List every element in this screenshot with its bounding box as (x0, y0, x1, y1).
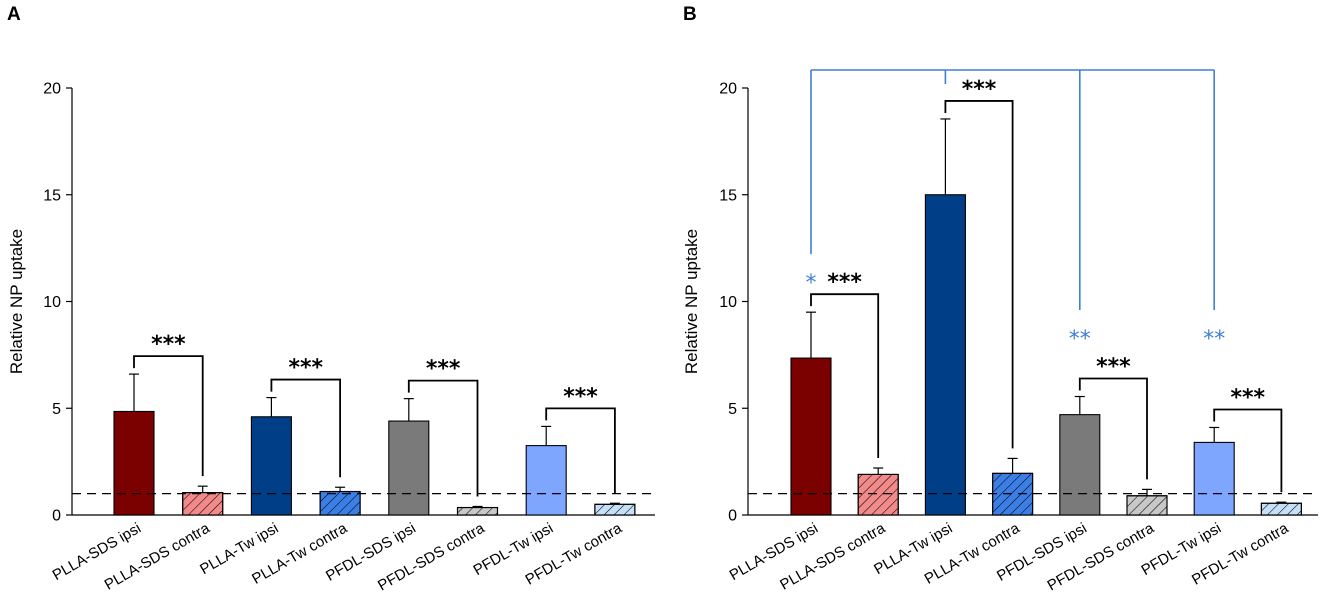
bar-hatch (1126, 495, 1168, 516)
significance-bracket (270, 378, 341, 478)
comparison-stars: * (806, 271, 817, 296)
significance-bracket (407, 379, 479, 497)
bar (1059, 414, 1101, 516)
y-tick-label: 15 (719, 187, 737, 204)
bar-hatch (319, 490, 361, 516)
significance-stars: *** (288, 356, 323, 381)
bar (1193, 441, 1235, 516)
significance-stars: *** (1231, 385, 1266, 410)
y-tick-label: 0 (728, 508, 737, 525)
bar (250, 416, 292, 516)
panel-letter: A (7, 4, 21, 25)
y-tick-label: 10 (43, 294, 61, 311)
significance-stars: *** (1096, 355, 1131, 380)
significance-stars: *** (426, 357, 461, 382)
significance-stars: *** (827, 270, 862, 295)
bar-hatch (857, 473, 899, 516)
bar-hatch (456, 506, 499, 516)
bar (790, 357, 832, 516)
significance-bracket (944, 100, 1014, 449)
y-tick-label: 0 (52, 508, 61, 525)
panel-letter: B (683, 4, 697, 25)
significance-stars: *** (563, 384, 598, 409)
bar (525, 445, 567, 516)
y-tick-label: 20 (719, 81, 737, 98)
comparison-stars: ** (1203, 327, 1225, 352)
significance-stars: *** (962, 77, 997, 102)
bar (113, 410, 155, 516)
significance-stars: *** (151, 332, 186, 357)
significance-bracket (1213, 408, 1283, 493)
significance-bracket (545, 407, 616, 494)
comparison-stars: ** (1069, 327, 1091, 352)
bar-hatch (182, 492, 224, 516)
y-tick-label: 10 (719, 294, 737, 311)
significance-bracket (1078, 377, 1148, 480)
y-tick-label: 15 (43, 187, 61, 204)
significance-bracket (810, 293, 880, 459)
y-axis-title: Relative NP uptake (682, 229, 701, 374)
y-tick-label: 20 (43, 81, 61, 98)
significance-bracket (133, 355, 204, 477)
bar (388, 420, 430, 516)
y-tick-label: 5 (728, 401, 737, 418)
bar-hatch (1260, 502, 1302, 516)
bar-hatch (594, 503, 636, 516)
bar (924, 194, 966, 516)
y-tick-label: 5 (52, 401, 61, 418)
y-axis-title: Relative NP uptake (7, 229, 26, 374)
